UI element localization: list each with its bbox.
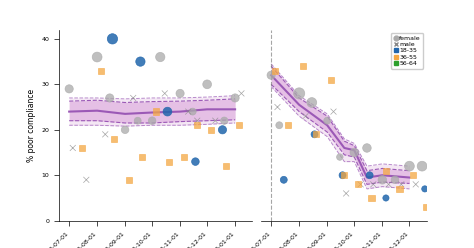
Point xyxy=(354,182,362,186)
Point xyxy=(82,178,90,182)
Point xyxy=(237,92,245,95)
Point xyxy=(421,187,428,191)
Point xyxy=(125,178,132,182)
Point xyxy=(423,205,430,209)
Point xyxy=(184,110,192,114)
Point xyxy=(301,114,309,118)
Point xyxy=(366,173,374,177)
Point xyxy=(295,92,303,95)
Point xyxy=(231,96,239,100)
Point xyxy=(207,128,215,132)
Point xyxy=(396,187,403,191)
Point xyxy=(336,155,344,159)
Point xyxy=(97,69,105,73)
Point xyxy=(138,155,146,159)
Point xyxy=(406,164,413,168)
Point xyxy=(211,119,219,123)
Point xyxy=(134,119,142,123)
Point xyxy=(137,60,144,63)
Point xyxy=(308,100,316,104)
Point xyxy=(235,123,243,127)
Point xyxy=(284,123,292,127)
Point xyxy=(412,182,419,186)
Point xyxy=(220,119,228,123)
Point xyxy=(350,151,358,155)
Point xyxy=(280,178,288,182)
Point xyxy=(312,132,320,136)
Point xyxy=(191,160,199,164)
Point xyxy=(339,173,346,177)
Point xyxy=(101,132,109,136)
Point xyxy=(165,160,173,164)
Point xyxy=(363,146,371,150)
Point xyxy=(327,78,335,82)
Point xyxy=(152,110,160,114)
Point xyxy=(78,146,86,150)
Point xyxy=(164,110,171,114)
Point xyxy=(382,169,390,173)
Point xyxy=(379,178,386,182)
Point xyxy=(129,96,137,100)
Point xyxy=(340,173,348,177)
Point xyxy=(72,0,79,4)
Point xyxy=(180,155,188,159)
Point xyxy=(385,182,392,186)
Point xyxy=(357,182,365,186)
Point xyxy=(161,92,169,95)
Point xyxy=(109,37,116,41)
Point xyxy=(382,196,390,200)
Point xyxy=(193,123,201,127)
Point xyxy=(222,164,230,168)
Point xyxy=(148,119,156,123)
Point xyxy=(106,96,114,100)
Point xyxy=(176,92,184,95)
Point xyxy=(311,132,319,136)
Point xyxy=(219,128,226,132)
Point xyxy=(342,191,350,195)
Point xyxy=(156,55,164,59)
Point xyxy=(323,119,331,123)
Point xyxy=(121,128,129,132)
Point xyxy=(398,182,405,186)
Point xyxy=(65,87,73,91)
Point xyxy=(409,173,417,177)
Point xyxy=(203,82,211,86)
Point xyxy=(275,123,283,127)
Point xyxy=(267,73,275,77)
Point xyxy=(93,55,101,59)
Point xyxy=(418,164,426,168)
Point xyxy=(110,137,118,141)
Point xyxy=(193,119,201,123)
Point xyxy=(69,146,77,150)
Point xyxy=(330,110,337,114)
Point xyxy=(271,69,279,73)
Point xyxy=(299,64,307,68)
Point xyxy=(369,182,377,186)
Point xyxy=(273,105,281,109)
Point xyxy=(391,178,399,182)
Legend: female, male, 18-35, 36-55, 56-64: female, male, 18-35, 36-55, 56-64 xyxy=(391,33,423,68)
Y-axis label: % poor compliance: % poor compliance xyxy=(27,89,36,162)
Point xyxy=(368,196,375,200)
Point xyxy=(189,110,197,114)
